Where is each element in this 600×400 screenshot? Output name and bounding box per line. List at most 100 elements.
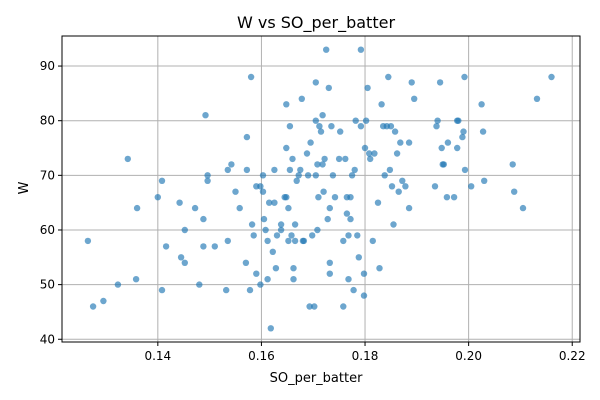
data-point [291,237,299,245]
data-point [243,166,251,174]
data-point [246,286,254,294]
data-point [223,286,230,294]
data-point [479,128,487,135]
data-point [461,166,469,174]
data-point [381,172,388,179]
data-point [367,155,374,163]
x-axis-ticks: 0.14 0.16 0.18 0.20 0.22 [144,342,586,363]
data-point [321,155,328,163]
data-point [335,155,343,163]
data-point [385,73,392,81]
plot-frame [61,35,581,343]
y-tick-label: 50 [40,278,55,292]
data-point [434,117,441,124]
data-point [455,117,462,124]
data-point [286,123,294,130]
data-point [511,188,518,195]
y-tick-label: 80 [40,114,55,128]
data-point [450,194,458,201]
data-point [285,237,292,245]
data-point [360,292,368,299]
data-point [311,303,318,310]
data-point [397,139,404,146]
data-point [351,166,358,174]
data-point [300,237,308,245]
data-point [295,172,302,179]
data-point [533,95,541,103]
data-point [196,281,203,288]
data-point [319,161,326,168]
data-point [306,303,313,310]
data-point [411,95,418,103]
data-point [326,270,333,277]
data-point [211,243,218,250]
data-point [291,221,299,228]
y-tick-label: 90 [40,59,55,73]
data-point [298,95,305,103]
data-point [315,194,322,201]
data-point [309,232,316,239]
data-point [433,123,440,130]
x-tick-label: 0.20 [455,349,482,363]
data-point [478,101,485,108]
data-point [262,226,269,234]
data-point [340,237,347,245]
data-point [345,276,352,283]
data-point [357,46,365,53]
data-point [293,177,300,184]
data-point [124,155,131,163]
y-tick-label: 60 [40,223,55,237]
data-point [204,177,211,184]
data-point [236,204,243,212]
data-point [269,248,276,255]
data-point [283,194,290,201]
data-point [257,183,264,190]
data-point [454,144,461,152]
data-point [405,204,413,212]
data-point [181,226,188,234]
data-point [350,286,357,294]
data-point [362,117,370,124]
data-point [481,177,488,184]
data-point [162,243,170,250]
data-point [355,254,362,261]
data-point [337,128,344,135]
data-point [444,139,452,146]
data-point [347,215,354,223]
data-point [399,177,406,184]
data-point [243,133,251,141]
data-point [224,237,231,245]
data-point [347,194,354,201]
data-point [177,254,185,261]
x-tick-label: 0.14 [144,349,171,363]
data-point [378,101,385,108]
data-point [248,221,256,228]
data-point [320,188,327,195]
data-point [319,112,326,119]
data-point [290,276,297,283]
chart-title: W vs SO_per_batter [237,13,395,33]
data-point [364,84,371,92]
data-point [228,161,235,168]
data-point [200,215,207,223]
data-point [191,204,199,212]
data-point [267,325,274,332]
data-point [371,150,378,157]
data-point [247,73,255,81]
data-point [314,161,321,168]
data-point [361,144,369,152]
data-point [273,232,281,239]
x-tick-label: 0.16 [248,349,275,363]
x-axis-label: SO_per_batter [270,371,363,386]
data-point [260,215,268,223]
data-point [340,303,347,310]
data-point [290,265,297,272]
data-point [271,199,278,206]
data-point [323,46,330,53]
y-axis-label: W [17,181,32,194]
data-point [307,139,314,146]
data-point [460,128,467,135]
data-point [390,221,397,228]
data-point [317,128,325,135]
